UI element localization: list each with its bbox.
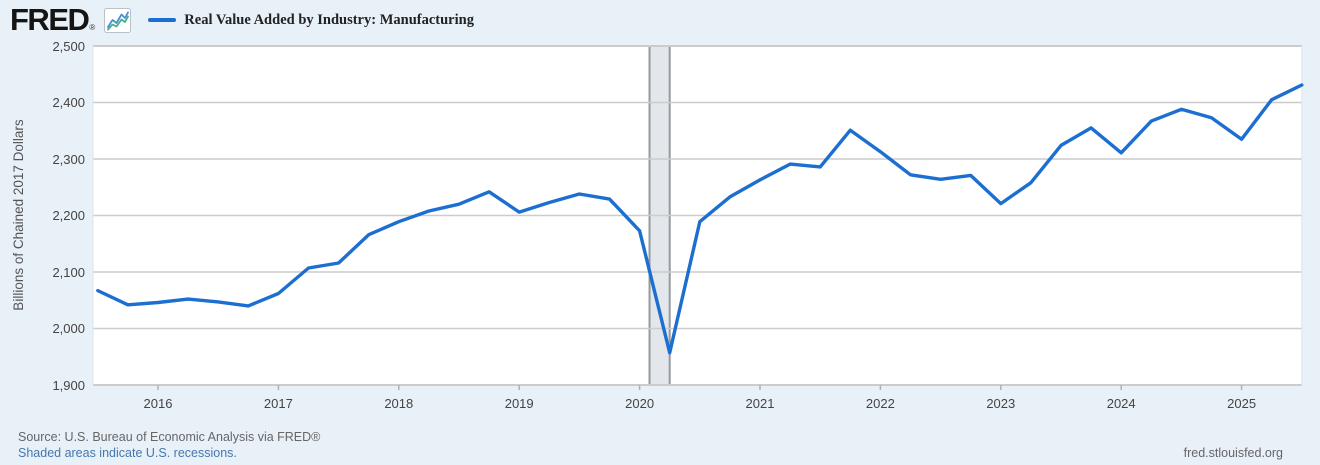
x-tick-label: 2016 xyxy=(143,396,173,411)
legend-series-label[interactable]: Real Value Added by Industry: Manufactur… xyxy=(184,11,474,28)
legend-line-swatch xyxy=(148,18,177,22)
source-note: Source: U.S. Bureau of Economic Analysis… xyxy=(18,430,321,444)
x-tick-label: 2019 xyxy=(504,396,534,411)
chart-header: FRED ® Real Value Added by Industry: Man… xyxy=(10,2,474,37)
y-tick-label: 2,500 xyxy=(52,38,85,54)
x-tick-label: 2018 xyxy=(384,396,414,411)
recession-note-link[interactable]: Shaded areas indicate U.S. recessions. xyxy=(18,446,237,460)
x-tick-label: 2023 xyxy=(986,396,1016,411)
fred-sparkline-icon xyxy=(104,7,132,33)
x-tick-label: 2025 xyxy=(1227,396,1257,411)
fred-logo-text: FRED xyxy=(10,2,90,37)
x-tick-label: 2024 xyxy=(1106,396,1136,411)
chart-legend: Real Value Added by Industry: Manufactur… xyxy=(148,12,474,29)
y-tick-label: 2,100 xyxy=(52,264,85,280)
y-axis-title: Billions of Chained 2017 Dollars xyxy=(11,119,26,311)
registered-mark: ® xyxy=(89,23,96,32)
fred-site-link[interactable]: fred.stlouisfed.org xyxy=(1183,446,1283,460)
y-tick-label: 2,000 xyxy=(52,321,85,336)
x-tick-label: 2021 xyxy=(745,396,775,411)
x-tick-label: 2022 xyxy=(865,396,895,411)
data-line-manufacturing[interactable] xyxy=(96,83,1304,355)
y-tick-label: 2,400 xyxy=(52,95,85,110)
y-tick-label: 2,200 xyxy=(52,208,85,223)
y-tick-label: 1,900 xyxy=(52,377,85,393)
x-tick-label: 2017 xyxy=(263,396,293,411)
x-tick-label: 2020 xyxy=(625,396,655,411)
chart-plot-area[interactable] xyxy=(0,0,1320,420)
y-tick-label: 2,300 xyxy=(52,151,85,167)
fred-logo[interactable]: FRED ® xyxy=(10,2,96,37)
